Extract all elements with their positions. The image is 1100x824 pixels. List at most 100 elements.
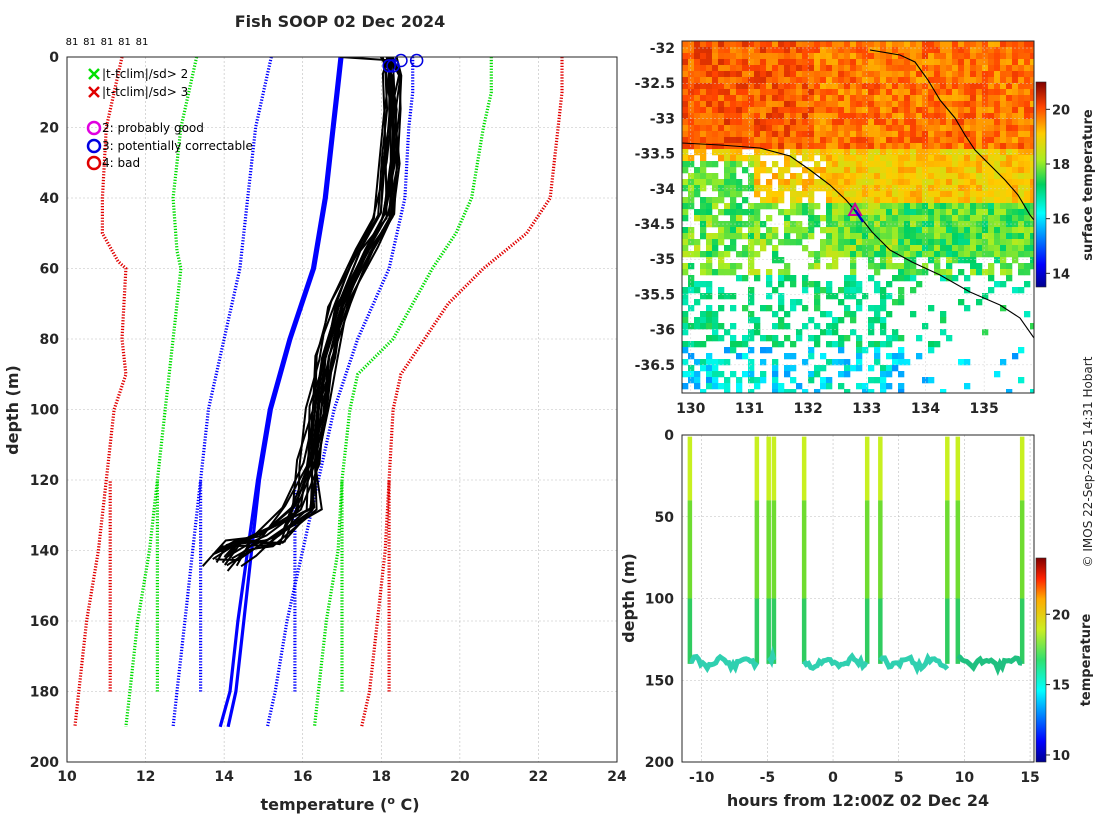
sst-cell (874, 209, 881, 216)
sst-cell (712, 149, 719, 156)
sst-cell (748, 371, 755, 378)
sst-cell (1000, 263, 1007, 270)
sst-cell (922, 191, 929, 198)
sst-cell (946, 209, 953, 216)
sst-cell (898, 239, 905, 246)
sst-cell (688, 65, 695, 72)
cb-tick-label: 14 (1052, 267, 1070, 282)
sst-cell (874, 107, 881, 114)
sst-cell (736, 233, 743, 240)
sst-cell (1000, 359, 1007, 366)
sst-cell (994, 101, 1001, 108)
sst-cell (826, 281, 833, 288)
sst-cell (970, 71, 977, 78)
sst-cell (724, 389, 731, 393)
sst-cell (1000, 173, 1007, 180)
sst-cell (754, 53, 761, 60)
sst-cell (742, 47, 749, 54)
sst-cell (886, 131, 893, 138)
sst-cell (946, 101, 953, 108)
sst-cell (706, 173, 713, 180)
sst-cell (928, 173, 935, 180)
sst-cell (970, 257, 977, 264)
sst-cell (694, 167, 701, 174)
sst-cell (772, 173, 779, 180)
sst-cell (742, 119, 749, 126)
sst-cell (958, 101, 965, 108)
bottom-trace (689, 653, 760, 674)
map-x-tick: 134 (911, 401, 940, 417)
sst-cell (688, 113, 695, 120)
sst-cell (940, 311, 947, 318)
sst-cell (916, 227, 923, 234)
sst-cell (844, 293, 851, 300)
sst-cell (826, 179, 833, 186)
sst-cell (904, 71, 911, 78)
sst-cell (940, 155, 947, 162)
sst-cell (892, 227, 899, 234)
sst-cell (964, 149, 971, 156)
sst-cell (982, 155, 989, 162)
sst-cell (826, 197, 833, 204)
sst-cell (994, 245, 1001, 252)
sst-cell (754, 329, 761, 336)
sst-cell (826, 293, 833, 300)
sst-cell (736, 149, 743, 156)
sst-cell (784, 71, 791, 78)
sst-cell (754, 269, 761, 276)
sst-cell (856, 233, 863, 240)
sst-cell (832, 119, 839, 126)
sst-cell (808, 119, 815, 126)
sst-cell (880, 377, 887, 384)
sst-cell (772, 251, 779, 258)
sst-cell (892, 137, 899, 144)
sst-cell (934, 209, 941, 216)
sst-cell (904, 113, 911, 120)
sst-cell (946, 83, 953, 90)
sst-cell (1006, 101, 1013, 108)
sst-cell (964, 41, 971, 48)
sst-cell (946, 53, 953, 60)
sst-cell (790, 77, 797, 84)
sst-cell (922, 245, 929, 252)
sst-cell (1012, 245, 1019, 252)
sst-cell (760, 167, 767, 174)
sst-cell (784, 95, 791, 102)
sst-cell (982, 197, 989, 204)
sst-cell (706, 383, 713, 390)
sst-cell (850, 83, 857, 90)
sst-cell (748, 239, 755, 246)
sst-cell (844, 95, 851, 102)
sst-cell (718, 65, 725, 72)
sst-cell (1018, 173, 1025, 180)
sst-cell (682, 41, 689, 48)
sst-cell (832, 137, 839, 144)
sst-cell (886, 203, 893, 210)
sst-cell (790, 71, 797, 78)
sst-cell (886, 281, 893, 288)
sst-cell (760, 95, 767, 102)
sst-cell (1024, 167, 1031, 174)
sst-cell (976, 71, 983, 78)
sst-cell (850, 173, 857, 180)
sst-cell (838, 227, 845, 234)
sst-cell (892, 335, 899, 342)
sst-cell (862, 131, 869, 138)
sst-cell (940, 389, 947, 393)
sst-cell (814, 365, 821, 372)
sst-cell (838, 47, 845, 54)
sst-cell (916, 113, 923, 120)
sst-cell (688, 137, 695, 144)
sst-cell (688, 203, 695, 210)
sst-cell (886, 143, 893, 150)
sst-cell (850, 263, 857, 270)
sst-cell (1000, 149, 1007, 156)
sst-cell (688, 191, 695, 198)
sst-cell (730, 113, 737, 120)
sst-cell (934, 143, 941, 150)
sst-cell (1024, 263, 1031, 270)
sst-cell (748, 389, 755, 393)
sst-cell (886, 239, 893, 246)
sst-cell (928, 191, 935, 198)
